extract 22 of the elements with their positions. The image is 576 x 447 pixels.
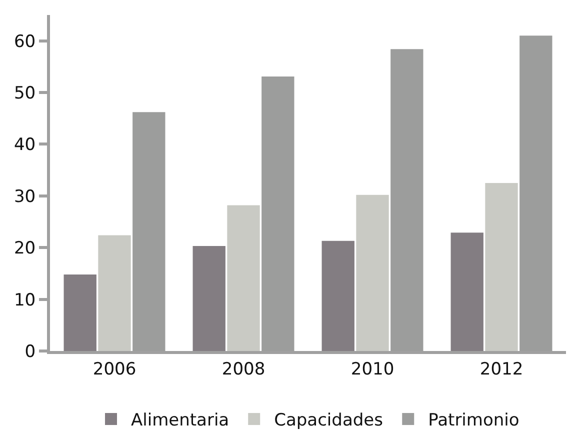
bar	[98, 235, 131, 351]
bar	[192, 246, 226, 351]
bar	[322, 240, 354, 351]
legend-label: Alimentaria	[131, 410, 230, 431]
x-tick-label: 2012	[480, 359, 524, 380]
bar	[450, 232, 484, 351]
bar	[356, 194, 389, 351]
x-tick-label: 2008	[222, 359, 266, 380]
y-tick-label: 30	[14, 186, 36, 207]
y-tick-label: 50	[14, 83, 36, 104]
y-tick-label: 20	[14, 238, 36, 259]
x-tick-label: 2010	[350, 359, 394, 380]
y-tick-label: 0	[24, 342, 36, 362]
bar	[64, 274, 96, 351]
y-tick-label: 10	[14, 290, 36, 310]
legend-label: Patrimonio	[428, 410, 520, 431]
y-tick-label: 60	[14, 32, 36, 52]
x-tick-label: 2006	[92, 359, 136, 380]
legend-label: Capacidades	[274, 410, 384, 431]
y-tick-label: 40	[14, 135, 36, 156]
bar	[227, 205, 260, 351]
bar	[485, 183, 518, 351]
